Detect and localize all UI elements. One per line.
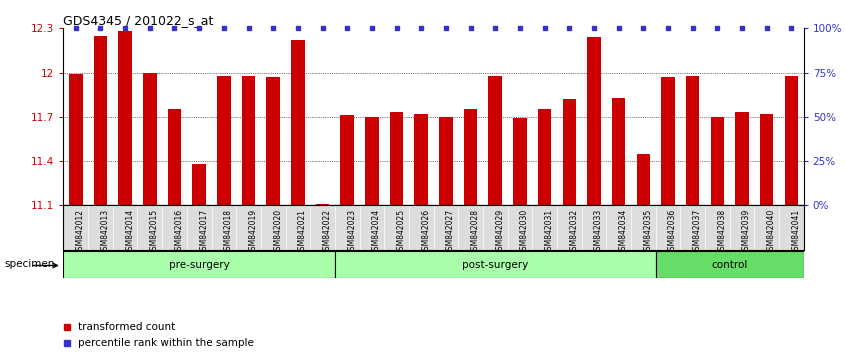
Text: GSM842039: GSM842039 [742, 209, 751, 255]
Text: GSM842022: GSM842022 [322, 209, 332, 255]
Text: GSM842032: GSM842032 [569, 209, 579, 255]
Bar [514, 118, 527, 205]
Bar [488, 75, 502, 205]
Text: post-surgery: post-surgery [462, 259, 529, 270]
Bar [365, 117, 379, 205]
Bar [439, 117, 453, 205]
Bar [686, 75, 700, 205]
Bar [390, 112, 404, 205]
Bar [415, 114, 428, 205]
Bar [69, 74, 83, 205]
Text: GSM842034: GSM842034 [618, 209, 628, 255]
Text: GSM842014: GSM842014 [125, 209, 135, 255]
Bar [760, 114, 773, 205]
Bar [735, 112, 749, 205]
Text: GSM842033: GSM842033 [594, 209, 603, 255]
Bar [242, 75, 255, 205]
Bar [464, 109, 477, 205]
Text: percentile rank within the sample: percentile rank within the sample [78, 338, 254, 348]
Bar [563, 99, 576, 205]
Text: control: control [711, 259, 748, 270]
Text: GSM842031: GSM842031 [545, 209, 553, 255]
Text: GSM842020: GSM842020 [273, 209, 283, 255]
Text: GSM842021: GSM842021 [298, 209, 307, 255]
Text: GSM842035: GSM842035 [643, 209, 652, 255]
Text: GSM842024: GSM842024 [372, 209, 381, 255]
Text: GSM842013: GSM842013 [101, 209, 109, 255]
Bar [291, 40, 305, 205]
Bar [636, 154, 650, 205]
Bar [784, 75, 798, 205]
Bar [168, 109, 181, 205]
Text: specimen: specimen [4, 259, 55, 269]
Text: GSM842038: GSM842038 [717, 209, 727, 255]
Text: GSM842029: GSM842029 [495, 209, 504, 255]
Bar [94, 36, 107, 205]
Bar [118, 31, 132, 205]
Bar [711, 117, 724, 205]
Bar [143, 73, 157, 205]
Text: GSM842036: GSM842036 [668, 209, 677, 255]
Text: GSM842040: GSM842040 [766, 209, 776, 255]
Bar [63, 251, 335, 278]
Text: GSM842023: GSM842023 [347, 209, 356, 255]
Text: GSM842025: GSM842025 [397, 209, 405, 255]
Text: GSM842027: GSM842027 [446, 209, 455, 255]
Bar [538, 109, 552, 205]
Bar [656, 251, 804, 278]
Text: GDS4345 / 201022_s_at: GDS4345 / 201022_s_at [63, 14, 214, 27]
Text: GSM842026: GSM842026 [421, 209, 431, 255]
Bar [316, 204, 329, 205]
Bar [612, 98, 625, 205]
Bar [587, 37, 601, 205]
Text: GSM842041: GSM842041 [791, 209, 800, 255]
Bar [266, 77, 280, 205]
Bar [335, 251, 656, 278]
Text: GSM842018: GSM842018 [224, 209, 233, 255]
Text: GSM842016: GSM842016 [174, 209, 184, 255]
Text: GSM842015: GSM842015 [150, 209, 159, 255]
Text: GSM842037: GSM842037 [693, 209, 701, 255]
Bar [340, 115, 354, 205]
Text: GSM842012: GSM842012 [76, 209, 85, 255]
Text: transformed count: transformed count [78, 322, 175, 332]
Bar [192, 164, 206, 205]
Bar [662, 77, 675, 205]
Text: GSM842030: GSM842030 [520, 209, 529, 255]
Text: GSM842019: GSM842019 [249, 209, 257, 255]
Text: pre-surgery: pre-surgery [169, 259, 229, 270]
Text: GSM842028: GSM842028 [470, 209, 480, 255]
Text: GSM842017: GSM842017 [199, 209, 208, 255]
Bar [217, 75, 231, 205]
